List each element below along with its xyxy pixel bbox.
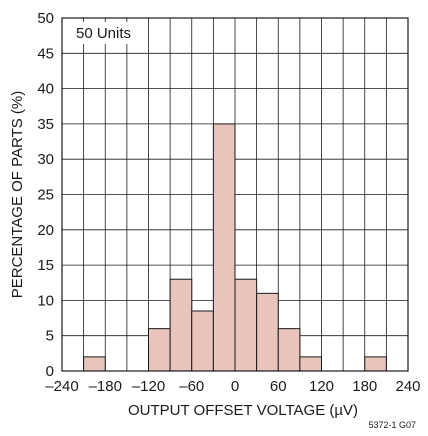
y-tick-label: 15 bbox=[37, 257, 54, 274]
x-tick-label: 0 bbox=[231, 378, 239, 395]
histogram-bar bbox=[83, 356, 106, 372]
y-tick-label: 0 bbox=[46, 363, 54, 380]
y-axis-label: PERCENTAGE OF PARTS (%) bbox=[9, 91, 26, 299]
histogram-bars bbox=[83, 123, 387, 372]
y-tick-label: 30 bbox=[37, 151, 54, 168]
x-tick-label: –120 bbox=[132, 378, 165, 395]
histogram-bar bbox=[191, 310, 214, 372]
y-tick-label: 5 bbox=[46, 328, 54, 345]
histogram-bar bbox=[234, 278, 258, 372]
y-tick-label: 45 bbox=[37, 45, 54, 62]
histogram-bar bbox=[148, 328, 171, 372]
histogram-bar bbox=[256, 292, 279, 372]
x-tick-label: –60 bbox=[179, 378, 204, 395]
x-tick-label: –180 bbox=[89, 378, 122, 395]
x-tick-label: 240 bbox=[395, 378, 420, 395]
x-tick-label: 60 bbox=[270, 378, 287, 395]
x-tick-label: 180 bbox=[352, 378, 377, 395]
histogram-bar bbox=[212, 123, 236, 372]
x-tick-labels: –240 –180 –120 –60 0 60 120 180 240 bbox=[45, 378, 420, 395]
histogram-bar bbox=[364, 356, 387, 372]
y-tick-label: 20 bbox=[37, 222, 54, 239]
x-tick-label: –240 bbox=[45, 378, 78, 395]
annotation-label: 50 Units bbox=[76, 25, 131, 42]
x-tick-label: 120 bbox=[309, 378, 334, 395]
plot-frame bbox=[61, 17, 409, 372]
y-tick-labels: 0 5 10 15 20 25 30 35 40 45 50 bbox=[37, 10, 54, 380]
y-tick-label: 25 bbox=[37, 187, 54, 204]
y-tick-label: 50 bbox=[37, 10, 54, 27]
y-tick-label: 40 bbox=[37, 81, 54, 98]
annotation-background bbox=[72, 22, 146, 44]
histogram-bar bbox=[169, 278, 193, 372]
histogram-bar bbox=[299, 356, 322, 372]
x-axis-label: OUTPUT OFFSET VOLTAGE (µV) bbox=[128, 402, 358, 419]
y-tick-label: 10 bbox=[37, 292, 54, 309]
figure-id: 5372-1 G07 bbox=[368, 420, 416, 430]
y-tick-label: 35 bbox=[37, 116, 54, 133]
histogram-bar bbox=[277, 328, 301, 372]
